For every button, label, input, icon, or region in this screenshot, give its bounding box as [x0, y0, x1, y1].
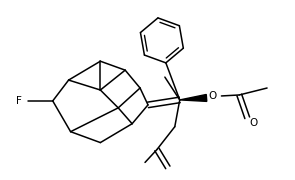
Polygon shape [180, 94, 207, 101]
Text: F: F [16, 96, 22, 106]
Text: O: O [249, 118, 257, 128]
Text: O: O [208, 91, 217, 101]
